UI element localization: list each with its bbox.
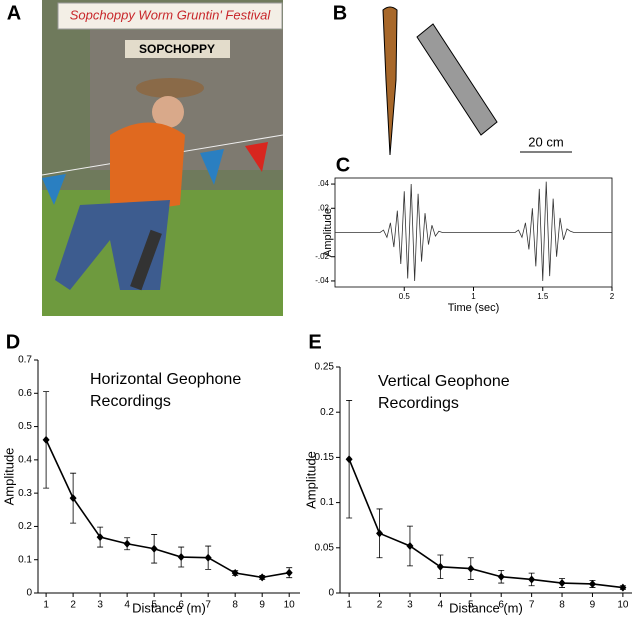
- y-tick-label: 0.15: [315, 452, 335, 463]
- x-tick-label: 2: [610, 292, 615, 301]
- y-tick-label: 0.2: [18, 521, 32, 532]
- marker: [497, 572, 505, 581]
- marker: [123, 539, 131, 548]
- y-tick-label: .02: [318, 203, 330, 212]
- shirt: [110, 122, 185, 215]
- annotation: Horizontal Geophone: [90, 371, 241, 388]
- banner-text: Sopchoppy Worm Gruntin' Festival: [70, 7, 272, 22]
- y-tick-label: 0: [328, 588, 334, 599]
- marker: [588, 579, 596, 588]
- x-tick-label: 1: [471, 292, 476, 301]
- x-tick-label: 6: [498, 600, 504, 611]
- x-tick-label: 1: [346, 600, 352, 611]
- marker: [528, 575, 536, 584]
- annotation: Recordings: [90, 393, 171, 410]
- x-tick-label: 5: [151, 600, 157, 611]
- y-tick-label: 0.05: [315, 542, 335, 553]
- marker: [204, 553, 212, 562]
- y-tick-label: 0.1: [320, 497, 334, 508]
- y-tick-label: 0.3: [18, 488, 32, 499]
- panel-label: A: [7, 2, 21, 24]
- x-tick-label: 4: [438, 600, 444, 611]
- flag: [245, 142, 268, 172]
- y-tick-label: -.02: [315, 252, 329, 261]
- y-tick-label: 0: [26, 588, 32, 599]
- marker: [436, 562, 444, 571]
- marker: [231, 569, 239, 578]
- data-line: [335, 181, 612, 281]
- y-tick-label: 0.7: [18, 355, 32, 366]
- sign: [125, 40, 230, 58]
- y-axis-label: Amplitude: [322, 208, 334, 257]
- flag: [200, 149, 224, 185]
- iron-bar: [416, 23, 498, 136]
- x-tick-label: 3: [97, 600, 103, 611]
- banner: [57, 2, 283, 30]
- x-axis-label: Time (sec): [448, 302, 500, 314]
- marker: [619, 583, 627, 592]
- y-tick-label: .04: [318, 179, 330, 188]
- panel-label: B: [333, 2, 347, 24]
- marker: [42, 435, 50, 444]
- marker: [467, 564, 475, 573]
- marker: [258, 573, 266, 582]
- x-tick-label: 1.5: [537, 292, 549, 301]
- annotation: Vertical Geophone: [378, 373, 510, 390]
- stob: [130, 229, 162, 291]
- x-tick-label: 9: [590, 600, 596, 611]
- data-line: [348, 458, 623, 589]
- marker: [406, 541, 414, 550]
- marker: [69, 494, 77, 503]
- marker: [345, 455, 353, 464]
- x-tick-label: 2: [70, 600, 76, 611]
- x-tick-label: 0.5: [399, 292, 411, 301]
- x-tick-label: 6: [178, 600, 184, 611]
- photo: Sopchoppy Worm Gruntin' Festival SOPCHOP…: [41, 0, 284, 316]
- y-tick-label: 0.4: [18, 454, 32, 465]
- x-tick-label: 10: [284, 600, 296, 611]
- marker: [96, 533, 104, 542]
- x-tick-label: 8: [559, 600, 565, 611]
- y-axis-label: Amplitude: [1, 448, 16, 506]
- marker: [558, 579, 566, 588]
- y-axis-label: Amplitude: [303, 451, 318, 509]
- x-tick-label: 5: [468, 600, 474, 611]
- scale-bar-label: 20 cm: [528, 134, 563, 149]
- flag: [42, 174, 66, 205]
- marker: [285, 568, 293, 577]
- x-tick-label: 10: [617, 600, 629, 611]
- x-tick-label: 1: [43, 600, 49, 611]
- annotation: Recordings: [378, 395, 459, 412]
- y-tick-label: 0.25: [315, 362, 335, 373]
- x-tick-label: 4: [124, 600, 130, 611]
- x-tick-label: 2: [377, 600, 383, 611]
- y-tick-label: 0.2: [320, 407, 334, 418]
- x-axis-label: Distance (m): [132, 600, 206, 615]
- y-tick-label: 0.5: [18, 421, 32, 432]
- head: [152, 96, 184, 128]
- wooden-stake: [382, 6, 398, 156]
- marker: [376, 529, 384, 538]
- x-axis-label: Distance (m): [449, 600, 523, 615]
- y-tick-label: 0.6: [18, 388, 32, 399]
- marker: [150, 544, 158, 553]
- panel-label: D: [6, 331, 20, 353]
- y-tick-label: -.04: [315, 276, 329, 285]
- panel-label: C: [336, 154, 350, 176]
- y-tick-label: 0.1: [18, 554, 32, 565]
- hat: [136, 78, 204, 98]
- x-tick-label: 8: [232, 600, 238, 611]
- x-tick-label: 7: [205, 600, 211, 611]
- panel-label: E: [308, 331, 321, 353]
- x-tick-label: 3: [407, 600, 413, 611]
- sign-text: SOPCHOPPY: [139, 42, 215, 56]
- data-line: [45, 439, 290, 579]
- x-tick-label: 7: [529, 600, 535, 611]
- marker: [177, 553, 185, 562]
- x-tick-label: 9: [259, 600, 265, 611]
